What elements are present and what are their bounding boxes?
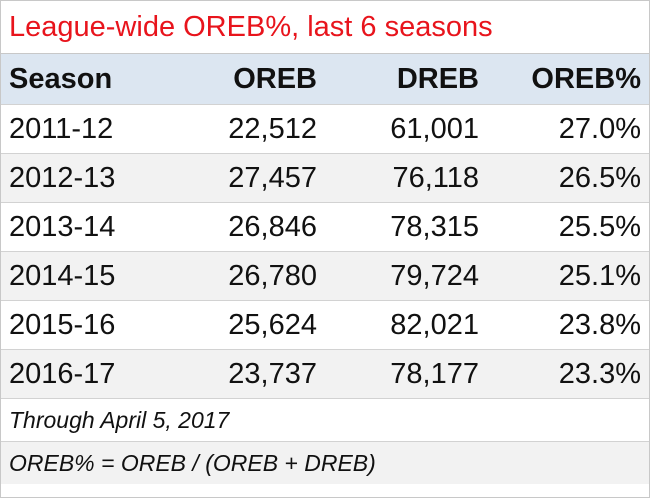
column-header-season: Season [1,53,163,105]
dreb-cell: 79,724 [325,251,487,301]
dreb-cell: 61,001 [325,104,487,154]
formula-note: OREB% = OREB / (OREB + DREB) [1,441,649,484]
date-note: Through April 5, 2017 [1,398,649,442]
season-cell: 2015-16 [1,300,163,350]
dreb-cell: 76,118 [325,153,487,203]
season-cell: 2011-12 [1,104,163,154]
column-header-dreb: DREB [325,53,487,105]
oreb-pct-cell: 27.0% [487,104,649,154]
column-header-oreb: OREB [163,53,325,105]
oreb-cell: 23,737 [163,349,325,399]
season-cell: 2012-13 [1,153,163,203]
table-row: 2011-12 22,512 61,001 27.0% [1,104,649,154]
season-cell: 2013-14 [1,202,163,252]
oreb-table: Season OREB DREB OREB% 2011-12 22,512 61… [1,53,649,484]
season-cell: 2014-15 [1,251,163,301]
oreb-cell: 26,846 [163,202,325,252]
oreb-cell: 26,780 [163,251,325,301]
oreb-pct-cell: 25.5% [487,202,649,252]
table-row: 2014-15 26,780 79,724 25.1% [1,251,649,301]
oreb-pct-cell: 25.1% [487,251,649,301]
oreb-cell: 22,512 [163,104,325,154]
dreb-cell: 78,177 [325,349,487,399]
table-row: 2013-14 26,846 78,315 25.5% [1,202,649,252]
footnote-row: Through April 5, 2017 [1,398,649,442]
oreb-pct-cell: 23.8% [487,300,649,350]
oreb-pct-cell: 26.5% [487,153,649,203]
table-title: League-wide OREB%, last 6 seasons [1,1,649,53]
dreb-cell: 78,315 [325,202,487,252]
oreb-cell: 25,624 [163,300,325,350]
footnote-row: OREB% = OREB / (OREB + DREB) [1,441,649,484]
table-row: 2016-17 23,737 78,177 23.3% [1,349,649,399]
oreb-pct-cell: 23.3% [487,349,649,399]
dreb-cell: 82,021 [325,300,487,350]
header-row: Season OREB DREB OREB% [1,53,649,105]
table-row: 2015-16 25,624 82,021 23.8% [1,300,649,350]
season-cell: 2016-17 [1,349,163,399]
column-header-oreb-pct: OREB% [487,53,649,105]
table-row: 2012-13 27,457 76,118 26.5% [1,153,649,203]
oreb-cell: 27,457 [163,153,325,203]
